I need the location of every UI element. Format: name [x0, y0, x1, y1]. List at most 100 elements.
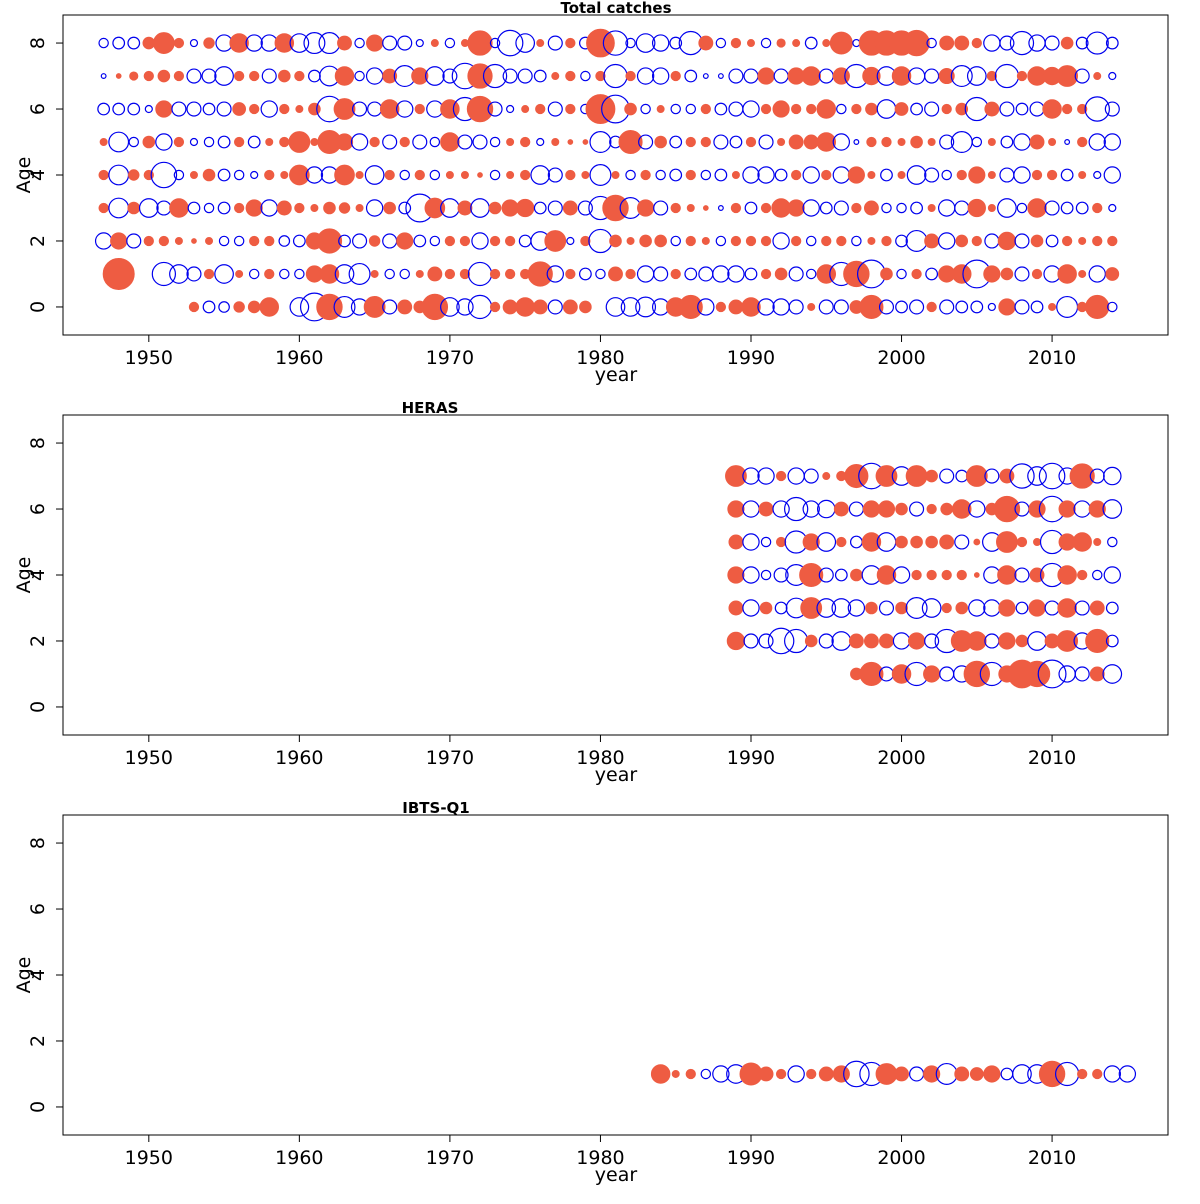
positive-residual-bubble [127, 201, 141, 215]
positive-residual-bubble [955, 234, 969, 248]
negative-residual-bubble [506, 104, 515, 114]
positive-residual-bubble [851, 202, 862, 214]
positive-residual-bubble [993, 495, 1021, 523]
negative-residual-bubble [818, 633, 834, 649]
negative-residual-bubble [669, 168, 683, 182]
negative-residual-bubble [760, 569, 772, 581]
positive-residual-bubble [757, 67, 775, 85]
negative-residual-bubble [655, 169, 666, 181]
negative-residual-bubble [1013, 133, 1031, 151]
x-tick-label: 1990 [727, 1147, 775, 1169]
negative-residual-bubble [217, 168, 231, 182]
positive-residual-bubble [1028, 500, 1046, 518]
positive-residual-bubble [955, 102, 969, 116]
negative-residual-bubble [334, 264, 355, 284]
negative-residual-bubble [954, 200, 970, 216]
negative-residual-bubble [729, 135, 743, 149]
negative-residual-bubble [1108, 203, 1117, 213]
negative-residual-bubble [1107, 301, 1118, 313]
positive-residual-bubble [685, 136, 696, 148]
positive-residual-bubble [611, 171, 620, 179]
negative-residual-bubble [1000, 1067, 1014, 1081]
positive-residual-bubble [867, 171, 876, 179]
positive-residual-bubble [941, 569, 952, 581]
positive-residual-bubble [264, 169, 275, 181]
positive-residual-bubble [1093, 538, 1102, 547]
negative-residual-bubble [924, 633, 940, 649]
positive-residual-bubble [833, 501, 849, 517]
negative-residual-bubble [589, 164, 612, 187]
positive-residual-bubble [1061, 235, 1073, 247]
positive-residual-bubble [1105, 267, 1120, 281]
positive-residual-bubble [129, 71, 139, 81]
negative-residual-bubble [1000, 135, 1014, 149]
negative-residual-bubble [772, 298, 790, 316]
positive-residual-bubble [640, 169, 651, 181]
positive-residual-bubble [865, 102, 878, 116]
negative-residual-bubble [1103, 133, 1121, 151]
negative-residual-bubble [1027, 466, 1047, 486]
y-tick-label: 8 [27, 37, 49, 49]
negative-residual-bubble [482, 63, 508, 89]
positive-residual-bubble [174, 236, 183, 245]
positive-residual-bubble [366, 34, 384, 52]
negative-residual-bubble [1009, 30, 1035, 56]
positive-residual-bubble [551, 138, 560, 147]
negative-residual-bubble [669, 36, 683, 50]
negative-residual-bubble [727, 265, 745, 283]
positive-residual-bubble [565, 268, 576, 280]
positive-residual-bubble [506, 138, 515, 147]
positive-residual-bubble [477, 172, 483, 178]
positive-residual-bubble [967, 631, 987, 651]
negative-residual-bubble [851, 235, 862, 247]
positive-residual-bubble [235, 269, 244, 278]
negative-residual-bubble [950, 131, 973, 154]
negative-residual-bubble [924, 167, 940, 183]
positive-residual-bubble [792, 39, 801, 48]
negative-residual-bubble [279, 268, 290, 280]
positive-residual-bubble [249, 70, 260, 82]
x-axis: 1950 1960 1970 1980 1990 2000 2010 [125, 335, 1076, 369]
positive-residual-bubble [551, 72, 560, 81]
positive-residual-bubble [142, 36, 156, 50]
negative-residual-bubble [1103, 1065, 1121, 1083]
positive-residual-bubble [520, 136, 531, 148]
positive-residual-bubble [895, 601, 908, 615]
positive-residual-bubble [157, 69, 171, 83]
positive-residual-bubble [1092, 1068, 1103, 1080]
negative-residual-bubble [742, 566, 760, 584]
positive-residual-bubble [894, 102, 909, 116]
positive-residual-bubble [536, 39, 545, 48]
negative-residual-bubble [1102, 499, 1123, 519]
positive-residual-bubble [772, 100, 790, 118]
positive-residual-bubble [233, 70, 245, 82]
negative-residual-bubble [352, 101, 368, 117]
positive-residual-bubble [758, 1066, 774, 1082]
positive-residual-bubble [459, 268, 471, 280]
positive-residual-bubble [115, 73, 122, 79]
y-tick-label: 2 [27, 1035, 49, 1047]
y-tick-label: 0 [27, 301, 49, 313]
positive-residual-bubble [897, 138, 906, 147]
positive-residual-bubble [861, 532, 882, 552]
negative-residual-bubble [717, 205, 724, 211]
positive-residual-bubble [998, 632, 1016, 650]
positive-residual-bubble [504, 268, 516, 280]
negative-residual-bubble [457, 134, 473, 150]
negative-residual-bubble [502, 68, 518, 84]
positive-residual-bubble [760, 268, 772, 280]
positive-residual-bubble [188, 301, 200, 313]
positive-residual-bubble [760, 202, 772, 214]
positive-residual-bubble [580, 235, 591, 247]
positive-residual-bubble [686, 203, 695, 212]
positive-residual-bubble [158, 235, 170, 247]
negative-residual-bubble [533, 201, 547, 215]
negative-residual-bubble [757, 467, 775, 485]
negative-residual-bubble [968, 599, 986, 617]
positive-residual-bubble [626, 236, 635, 245]
negative-residual-bubble [127, 102, 141, 116]
positive-residual-bubble [821, 169, 832, 181]
positive-residual-bubble [520, 169, 531, 181]
negative-residual-bubble [715, 37, 727, 49]
positive-residual-bubble [969, 1067, 984, 1081]
